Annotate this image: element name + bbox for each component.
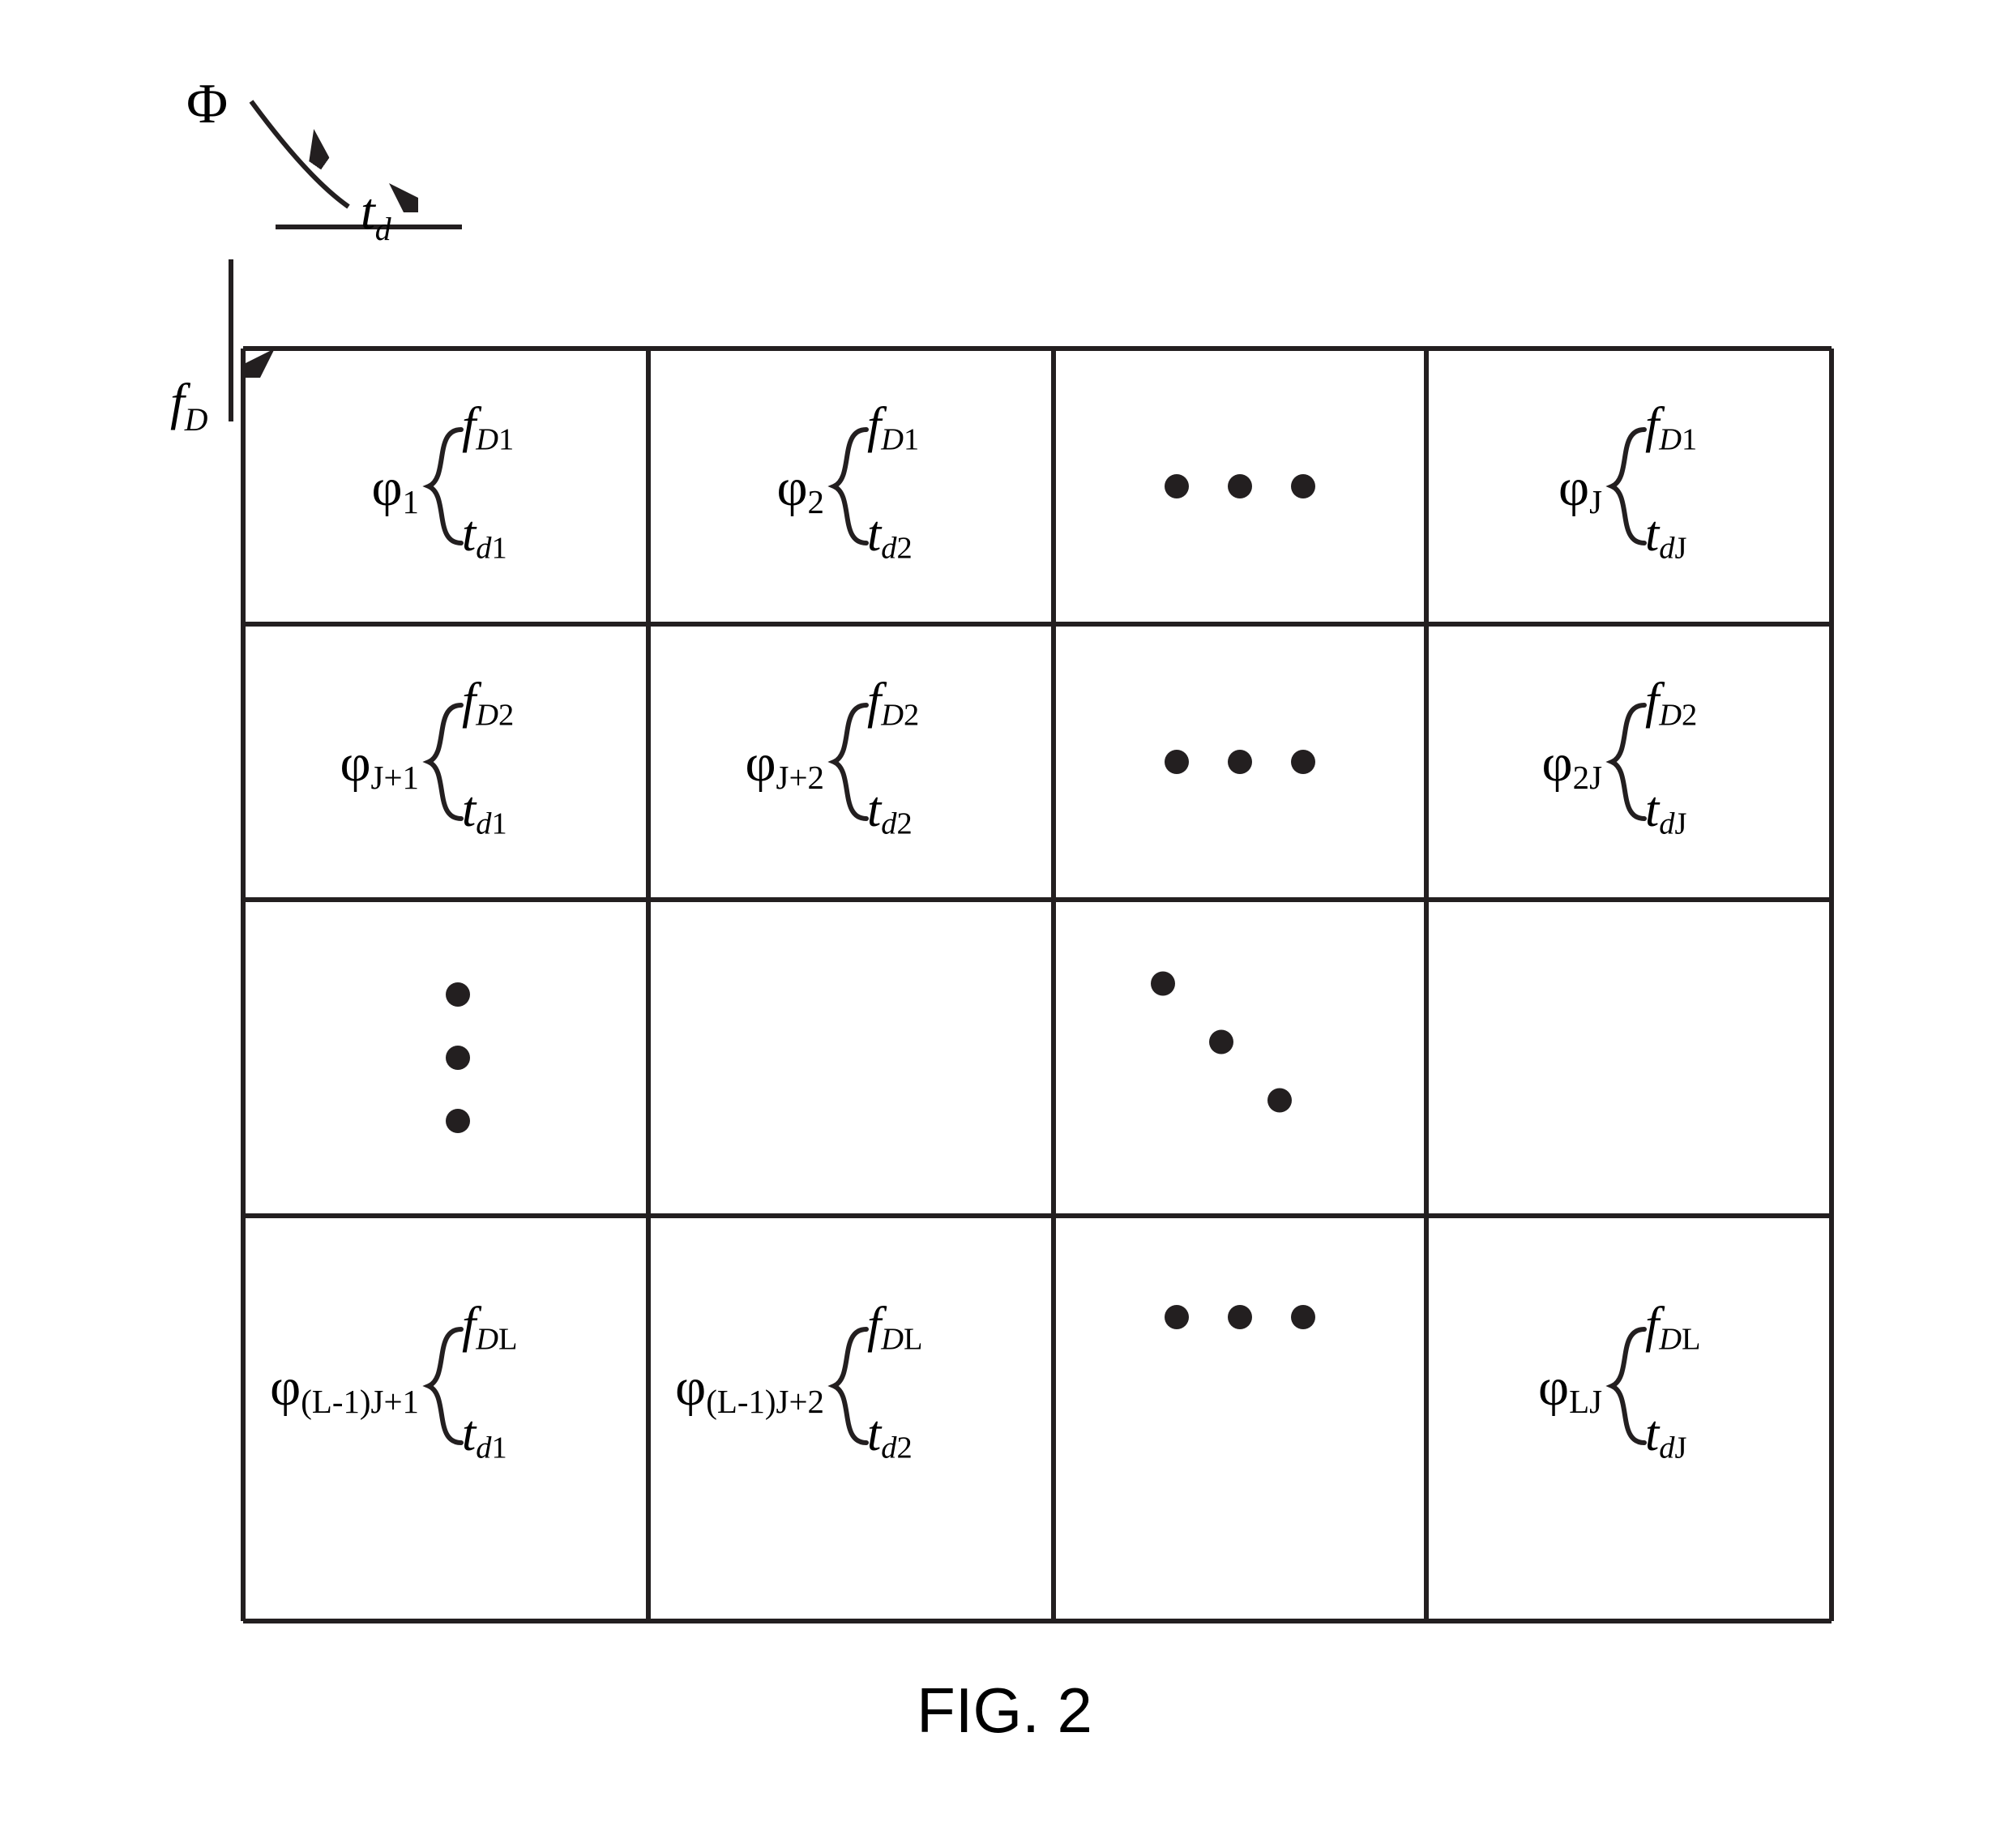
cell-t: td1 bbox=[462, 1405, 507, 1466]
cell-phi: φ2 bbox=[776, 457, 824, 521]
figure-caption: FIG. 2 bbox=[0, 1674, 2009, 1747]
cell-phi: φJ bbox=[1558, 457, 1602, 521]
cell-t: tdJ bbox=[1645, 506, 1686, 567]
cell-f: fD2 bbox=[462, 673, 514, 734]
cell-phi: φJ+2 bbox=[745, 733, 824, 797]
cell-phi: φLJ bbox=[1538, 1357, 1602, 1421]
cell-f: fDL bbox=[462, 1297, 517, 1358]
cell-f: fD1 bbox=[867, 397, 919, 458]
cell-f: fD1 bbox=[1645, 397, 1697, 458]
cell-t: td2 bbox=[867, 506, 913, 567]
cell-phi: φ(L-1)J+1 bbox=[270, 1357, 419, 1421]
axis-td-label: td bbox=[361, 182, 391, 248]
cell-t: td1 bbox=[462, 506, 507, 567]
cell-f: fD1 bbox=[462, 397, 514, 458]
cell-phi: φJ+1 bbox=[340, 733, 419, 797]
cell-f: fDL bbox=[867, 1297, 922, 1358]
cell-phi: φ1 bbox=[371, 457, 419, 521]
cell-phi: φ(L-1)J+2 bbox=[675, 1357, 824, 1421]
axis-fd-label: fD bbox=[170, 372, 207, 438]
cell-f: fD2 bbox=[1645, 673, 1697, 734]
cell-f: fDL bbox=[1645, 1297, 1700, 1358]
cell-phi: φ2J bbox=[1542, 733, 1602, 797]
cell-t: td1 bbox=[462, 781, 507, 842]
cell-t: tdJ bbox=[1645, 781, 1686, 842]
cell-f: fD2 bbox=[867, 673, 919, 734]
cell-t: td2 bbox=[867, 781, 913, 842]
phi-matrix-label: Φ bbox=[186, 72, 228, 137]
cell-t: td2 bbox=[867, 1405, 913, 1466]
cell-t: tdJ bbox=[1645, 1405, 1686, 1466]
